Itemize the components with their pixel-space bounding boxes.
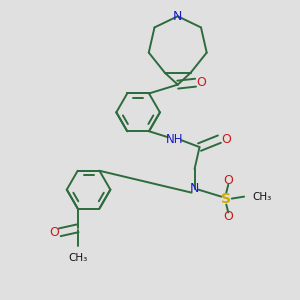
Text: N: N	[173, 10, 182, 23]
Text: O: O	[49, 226, 59, 239]
Text: O: O	[223, 210, 233, 223]
Text: CH₃: CH₃	[68, 253, 87, 262]
Text: O: O	[223, 174, 233, 187]
Text: N: N	[190, 182, 199, 195]
Text: CH₃: CH₃	[252, 192, 271, 202]
Text: O: O	[221, 133, 231, 146]
Text: S: S	[221, 192, 231, 206]
Text: NH: NH	[166, 133, 184, 146]
Text: O: O	[196, 76, 206, 89]
